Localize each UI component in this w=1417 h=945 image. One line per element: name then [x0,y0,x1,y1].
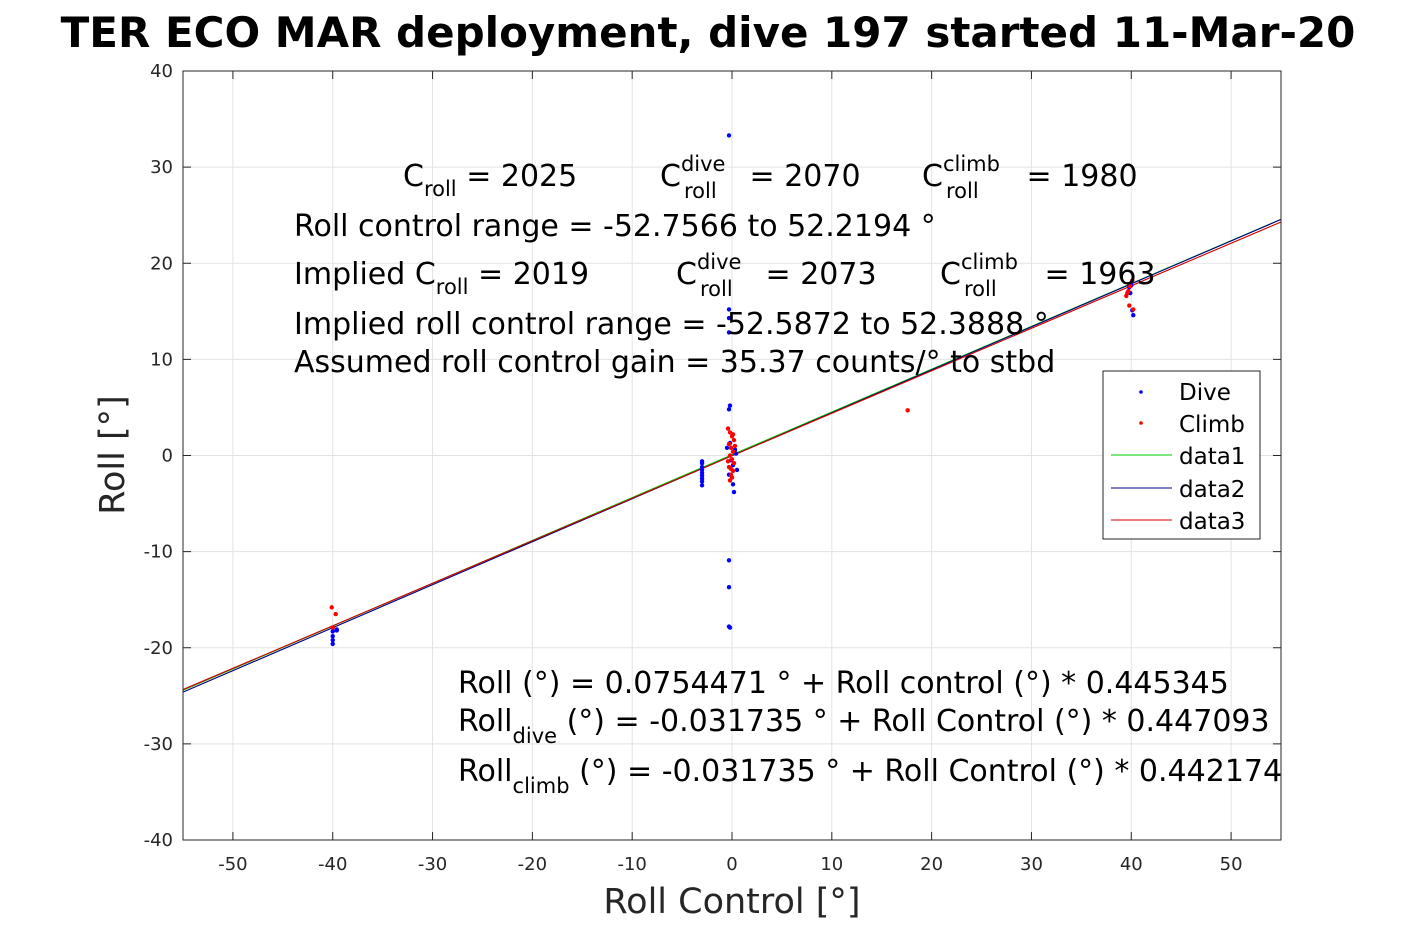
point-dive [726,315,732,321]
point-climb [730,449,736,454]
y-tick-label: 30 [150,157,173,178]
point-dive [330,637,335,643]
y-tick-label: 20 [150,253,173,274]
data-points [329,133,1136,647]
point-dive [330,629,335,634]
annotation-gain: Assumed roll control gain = 35.37 counts… [294,345,1055,380]
y-tick-label: 0 [162,446,173,467]
annotation-implied-c-roll-dive: Cdive roll = 2073 [676,250,877,301]
annotation-c-roll: Croll = 2025 [403,159,577,201]
point-climb [726,441,732,447]
point-climb [727,453,733,458]
chart-title: TER ECO MAR deployment, dive 197 started… [61,8,1356,57]
annotation-implied-c-roll-climb: Cclimb roll = 1963 [940,250,1156,301]
point-climb [731,437,737,443]
annotation-c-roll-dive: Cdive roll = 2070 [660,152,861,203]
point-climb [728,466,734,472]
y-tick-label: 10 [150,349,173,370]
point-climb [728,445,734,451]
point-dive [1131,312,1136,318]
point-climb [333,611,338,617]
point-dive [699,459,705,464]
axis-ticks: -50 -40 -30 -20 -10 0 10 20 30 40 50 -40 -30 -20 -10 0 1… [144,61,1281,875]
y-tick-label: -30 [144,734,173,755]
annotation-c-roll-climb: Cclimb roll = 1980 [922,152,1138,203]
point-dive [726,407,732,412]
point-climb [1128,284,1133,289]
point-climb [1131,307,1136,312]
point-dive [731,489,737,495]
point-climb [732,443,738,449]
point-dive [330,641,335,647]
annotation-calibration: Croll = 2025 Cdive roll = 2070 Cclimb roll… [294,152,1156,380]
annotation-fit-dive: Rolldive (°) = -0.031735 ° + Roll Contro… [458,704,1270,748]
point-dive [726,307,732,312]
annotation-roll-control-range: Roll control range = -52.7566 to 52.2194… [294,209,936,244]
legend-label-dive: Dive [1179,380,1231,406]
annotation-fit-climb: Rollclimb (°) = -0.031735 ° + Roll Contr… [458,754,1282,798]
point-dive [734,467,740,473]
x-tick-label: -20 [518,854,547,875]
legend-marker-climb [1139,421,1143,425]
point-dive [727,625,733,630]
x-tick-label: -50 [218,854,247,875]
point-climb [725,426,731,431]
point-climb [727,478,733,483]
point-dive [727,403,733,408]
annotation-implied-range: Implied roll control range = -52.5872 to… [294,307,1049,342]
point-climb [730,432,736,437]
point-climb [330,625,335,630]
legend-label-data1: data1 [1179,444,1245,470]
point-dive [726,558,732,563]
point-climb [725,459,731,464]
x-tick-label: 0 [726,854,737,875]
point-climb [1127,303,1132,308]
point-climb [729,457,735,462]
legend-label-data3: data3 [1179,509,1245,535]
x-tick-label: 50 [1220,854,1243,875]
point-climb [1125,290,1130,296]
point-climb [905,408,910,413]
x-tick-label: 20 [920,854,943,875]
y-tick-label: -20 [144,638,173,659]
point-dive [699,479,705,484]
y-axis-label: Roll [°] [93,395,133,515]
x-tick-label: -30 [418,854,447,875]
point-climb [731,460,737,466]
annotation-implied-c-roll: Implied Croll = 2019 [294,257,589,299]
x-tick-label: 10 [820,854,843,875]
legend-marker-dive [1139,390,1143,394]
point-dive [726,584,732,590]
y-tick-label: 40 [150,61,173,82]
point-dive [330,634,335,639]
legend: Dive Climb data1 data2 data3 [1102,370,1261,540]
x-tick-label: -40 [318,854,347,875]
point-dive [726,330,732,335]
y-tick-label: -40 [144,830,173,851]
point-dive [726,133,732,138]
x-axis-label: Roll Control [°] [603,882,860,922]
point-dive [699,483,705,488]
legend-label-data2: data2 [1179,477,1245,503]
x-tick-label: 30 [1020,854,1043,875]
point-dive [730,482,736,487]
annotation-fits: Roll (°) = 0.0754471 ° + Roll control (°… [458,666,1282,798]
legend-label-climb: Climb [1179,412,1245,438]
point-dive [724,445,730,451]
x-tick-label: -10 [617,854,646,875]
y-tick-label: -10 [144,542,173,563]
x-tick-label: 40 [1120,854,1143,875]
point-dive [334,627,339,632]
point-climb [329,605,334,610]
annotation-fit-all: Roll (°) = 0.0754471 ° + Roll control (°… [458,666,1229,701]
point-climb [1130,278,1135,283]
